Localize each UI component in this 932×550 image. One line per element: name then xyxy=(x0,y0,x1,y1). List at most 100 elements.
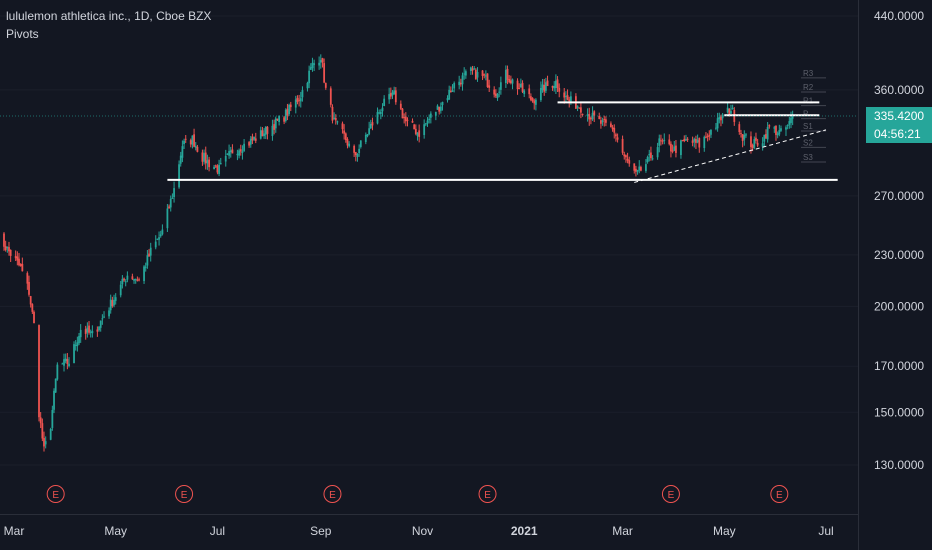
candle-body xyxy=(551,85,554,88)
time-axis[interactable]: Mar May Jul Sep Nov 2021 Mar May Jul xyxy=(4,524,834,538)
candle-body xyxy=(766,126,769,140)
candle-body xyxy=(625,155,627,158)
candle-body xyxy=(296,97,299,102)
candle-body xyxy=(660,140,662,142)
price-tick-label: 270.0000 xyxy=(874,189,924,203)
candle-body xyxy=(533,100,536,104)
candle-body xyxy=(239,149,242,152)
time-tick-label: Jul xyxy=(210,524,225,538)
candle-body xyxy=(511,79,514,84)
price-axis[interactable]: 440.0000 360.0000 270.0000 230.0000 200.0000… xyxy=(874,9,924,472)
candle-body xyxy=(494,93,497,97)
candle-body xyxy=(119,284,122,296)
candle-body xyxy=(134,279,137,281)
candle-body xyxy=(178,164,180,188)
candle-body xyxy=(323,63,326,83)
candle-body xyxy=(89,331,92,333)
candle-body xyxy=(99,320,102,328)
candle-body xyxy=(43,438,45,447)
time-tick-label: Mar xyxy=(4,524,25,538)
candle-body xyxy=(710,129,712,135)
pivot-levels: R3 R2 R1 P S1 S2 S3 xyxy=(800,69,826,163)
candle-body xyxy=(79,329,82,338)
candle-body xyxy=(778,130,781,135)
candle-body xyxy=(600,120,602,124)
candle-body xyxy=(481,70,484,76)
candle-body xyxy=(229,150,232,153)
last-price-value: 335.4200 xyxy=(874,108,925,123)
candle-body xyxy=(301,90,304,98)
symbol-title[interactable]: lululemon athletica inc., 1D, Cboe BZX xyxy=(6,9,212,23)
candle-body xyxy=(706,135,709,137)
candle-body xyxy=(640,167,642,171)
candle-body xyxy=(616,137,619,140)
candle-body xyxy=(318,62,321,66)
earnings-marker-circle xyxy=(770,485,789,503)
last-price-badge: 335.4200 04:56:21 xyxy=(866,106,932,143)
candle-body xyxy=(299,98,302,102)
candle-body xyxy=(601,120,604,123)
candle-body xyxy=(18,258,20,266)
candle-body xyxy=(750,136,752,148)
candle-body xyxy=(745,134,747,136)
candle-body xyxy=(626,158,629,161)
candle-body xyxy=(26,273,29,284)
candle-body xyxy=(476,71,479,78)
time-tick-label: Sep xyxy=(310,524,332,538)
candle-body xyxy=(173,188,175,197)
candle-body xyxy=(638,166,641,171)
candle-body xyxy=(271,125,274,136)
candle-body xyxy=(586,114,589,117)
candle-body xyxy=(740,132,742,134)
candle-body xyxy=(218,164,220,175)
candle-body xyxy=(693,138,696,142)
candle-body xyxy=(646,156,649,162)
drawings[interactable] xyxy=(0,101,858,183)
candle-body xyxy=(726,107,729,113)
candle-body xyxy=(418,130,421,137)
candle-body xyxy=(364,134,367,142)
candle-body xyxy=(63,359,65,366)
candle-body xyxy=(121,278,124,285)
candle-body xyxy=(756,142,759,146)
candle-body xyxy=(508,78,511,83)
candle-body xyxy=(193,134,195,147)
candle-body xyxy=(319,60,322,63)
time-tick-label: Jul xyxy=(818,524,833,538)
candle-body xyxy=(148,253,150,257)
candle-body xyxy=(516,80,519,90)
candle-body xyxy=(413,124,416,130)
candle-body xyxy=(254,138,257,141)
candle-body xyxy=(404,116,407,122)
candle-body xyxy=(563,92,566,98)
candle-body xyxy=(224,155,227,162)
candle-body xyxy=(668,139,671,145)
candle-body xyxy=(251,136,254,141)
candle-body xyxy=(289,104,292,108)
candle-body xyxy=(449,90,452,93)
candle-body xyxy=(703,136,706,149)
candle-body xyxy=(329,88,332,105)
price-tick-label: 360.0000 xyxy=(874,83,924,97)
candle-body xyxy=(334,117,337,121)
candle-body xyxy=(144,266,147,268)
candle-body xyxy=(558,87,561,92)
candle-body xyxy=(523,90,526,94)
candle-body xyxy=(761,143,764,147)
candle-body xyxy=(201,152,204,162)
candle-body xyxy=(131,276,134,280)
candle-body xyxy=(546,80,549,87)
candle-body xyxy=(283,117,286,122)
candle-body xyxy=(458,81,461,86)
bar-countdown: 04:56:21 xyxy=(874,126,921,141)
candle-body xyxy=(615,134,617,137)
indicator-label[interactable]: Pivots xyxy=(6,27,39,41)
candle-body xyxy=(84,329,87,334)
candle-body xyxy=(9,249,12,256)
candle-body xyxy=(721,114,724,119)
time-tick-label: May xyxy=(713,524,736,538)
candle-body xyxy=(308,70,311,84)
candle-body xyxy=(564,96,567,98)
